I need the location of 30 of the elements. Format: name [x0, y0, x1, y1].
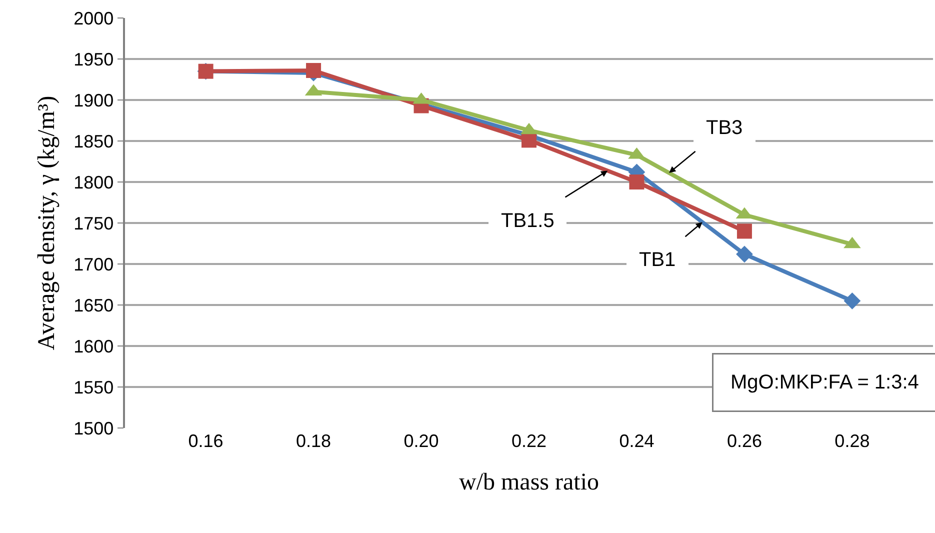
y-tick-label: 1600 — [74, 336, 114, 356]
point — [522, 132, 536, 148]
y-tick-label: 1750 — [74, 213, 114, 234]
x-tick-label: 0.18 — [296, 431, 332, 451]
point — [736, 224, 752, 239]
y-tick-label: 1950 — [74, 49, 114, 70]
x-tick-label: 0.20 — [404, 431, 439, 451]
point — [736, 246, 753, 263]
y-axis-title: Average density, γ (kg/m³) — [34, 96, 60, 350]
y-tick-label: 1900 — [74, 90, 114, 110]
y-tick-label: 1850 — [74, 131, 114, 152]
series-label: TB1 — [639, 249, 676, 271]
x-tick-label: 0.16 — [188, 431, 224, 451]
y-tick-label: 2000 — [74, 8, 114, 28]
y-tick-label: 1550 — [74, 377, 114, 398]
y-tick-label: 1650 — [74, 295, 114, 316]
y-tick-label: 1700 — [74, 254, 114, 274]
x-tick-label: 0.24 — [619, 431, 654, 451]
y-tick-label: 1500 — [74, 418, 114, 438]
x-tick-label: 0.28 — [834, 431, 870, 451]
x-tick-label: 0.22 — [511, 431, 547, 451]
x-axis-title: w/b mass ratio — [459, 469, 599, 496]
x-tick-label: 0.26 — [726, 431, 762, 451]
point — [306, 62, 322, 78]
point — [629, 174, 644, 190]
y-tick-label: 1800 — [74, 172, 114, 192]
point — [844, 292, 861, 310]
text: TB1.5 — [501, 210, 554, 232]
annotation: MgO:MKP:FA = 1:3:4 — [730, 372, 919, 394]
text: TB3 — [706, 117, 743, 139]
